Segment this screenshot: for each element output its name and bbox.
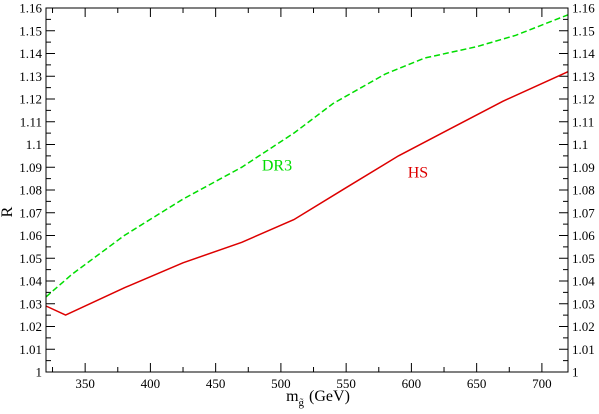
y-tick-label-left: 1.03 <box>19 296 42 311</box>
y-axis-title: R <box>0 206 16 217</box>
y-tick-label-left: 1.13 <box>19 69 42 84</box>
labels-layer: 350 400 450 500 550 600 650 700 1 1 1.01 1.01 1.02 1.… <box>19 1 595 392</box>
y-tick-label-right: 1.1 <box>572 137 588 152</box>
y-tick-label-left: 1.01 <box>19 342 42 357</box>
series-layer <box>45 14 569 316</box>
x-tick-label: 450 <box>206 376 226 391</box>
series-line-hs <box>45 71 569 316</box>
y-tick-label-right: 1.13 <box>572 69 595 84</box>
y-tick-label-right: 1.04 <box>572 274 595 289</box>
y-tick-label-left: 1.06 <box>19 228 42 243</box>
y-tick-label-left: 1 <box>36 365 43 380</box>
series-label-hs: HS <box>408 164 428 181</box>
x-axis-subscript: g̃ <box>299 397 305 409</box>
y-tick-label-left: 1.12 <box>19 92 42 107</box>
x-tick-label: 400 <box>141 376 161 391</box>
x-axis-unit: (GeV) <box>309 388 350 405</box>
y-tick-label-right: 1 <box>572 365 579 380</box>
y-tick-label-left: 1.15 <box>19 23 42 38</box>
y-tick-label-right: 1.01 <box>572 342 595 357</box>
y-tick-label-left: 1.14 <box>19 46 42 61</box>
y-tick-label-right: 1.15 <box>572 23 595 38</box>
y-tick-label-left: 1.11 <box>20 114 42 129</box>
y-tick-label-left: 1.16 <box>19 1 42 16</box>
y-tick-label-right: 1.08 <box>572 183 595 198</box>
x-tick-label: 550 <box>336 376 356 391</box>
x-axis-symbol: m <box>286 388 299 405</box>
x-tick-label: 600 <box>402 376 422 391</box>
x-tick-label: 700 <box>532 376 552 391</box>
y-tick-label-right: 1.11 <box>572 114 594 129</box>
y-tick-label-right: 1.09 <box>572 160 595 175</box>
y-tick-label-right: 1.02 <box>572 319 595 334</box>
series-line-dr3 <box>45 14 569 298</box>
y-tick-label-left: 1.1 <box>26 137 42 152</box>
y-tick-label-right: 1.03 <box>572 296 595 311</box>
x-tick-label: 350 <box>75 376 95 391</box>
y-tick-label-right: 1.16 <box>572 1 595 16</box>
y-tick-label-left: 1.02 <box>19 319 42 334</box>
x-tick-label: 650 <box>467 376 487 391</box>
ticks-layer <box>46 7 568 373</box>
plot-frame <box>45 7 569 373</box>
y-tick-label-right: 1.07 <box>572 205 595 220</box>
y-tick-label-left: 1.04 <box>19 274 42 289</box>
y-tick-label-right: 1.06 <box>572 228 595 243</box>
y-tick-label-right: 1.14 <box>572 46 595 61</box>
y-tick-label-left: 1.05 <box>19 251 42 266</box>
series-label-dr3: DR3 <box>262 158 292 175</box>
x-tick-label: 500 <box>271 376 291 391</box>
y-tick-label-right: 1.12 <box>572 92 595 107</box>
y-tick-label-left: 1.07 <box>19 205 42 220</box>
y-tick-label-left: 1.08 <box>19 183 42 198</box>
y-tick-label-left: 1.09 <box>19 160 42 175</box>
x-axis-title: mg̃ (GeV) <box>286 388 350 409</box>
y-tick-label-right: 1.05 <box>572 251 595 266</box>
